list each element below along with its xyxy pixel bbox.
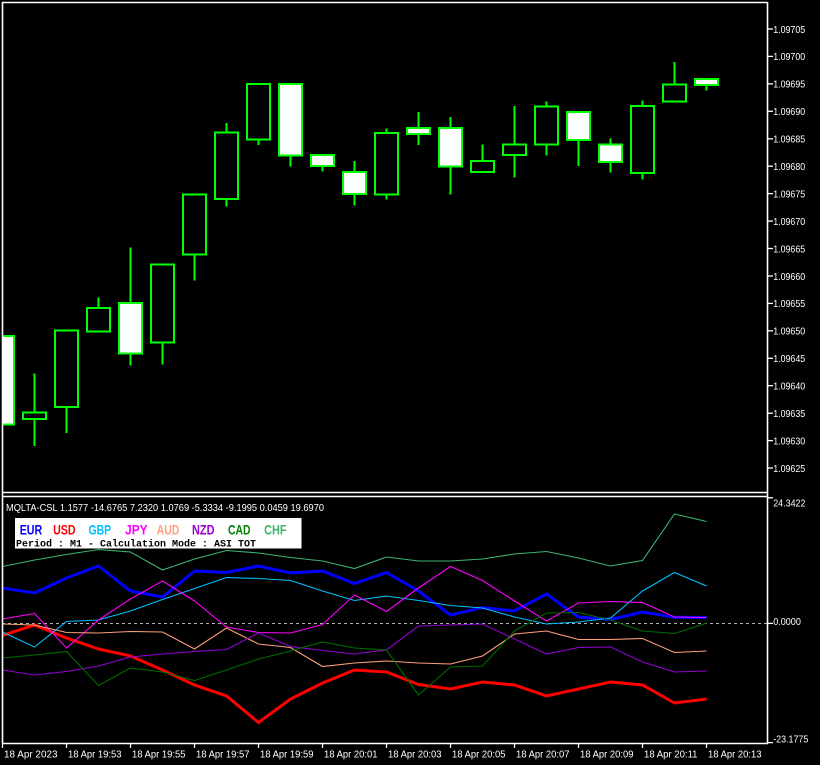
svg-text:NZD: NZD xyxy=(192,522,215,538)
svg-text:1.09660: 1.09660 xyxy=(773,271,805,283)
svg-text:1.09690: 1.09690 xyxy=(773,106,805,118)
svg-text:Period : M1 - Calculation Mode: Period : M1 - Calculation Mode : ASI TOT xyxy=(16,538,256,550)
svg-text:1.09650: 1.09650 xyxy=(773,326,805,338)
svg-text:18 Apr 20:09: 18 Apr 20:09 xyxy=(580,749,634,761)
svg-text:MQLTA-CSL 1.1577 -14.6765 7.23: MQLTA-CSL 1.1577 -14.6765 7.2320 1.0769 … xyxy=(6,502,324,514)
svg-text:-23.1775: -23.1775 xyxy=(773,733,808,745)
svg-text:1.09625: 1.09625 xyxy=(773,463,805,475)
svg-text:18 Apr 20:03: 18 Apr 20:03 xyxy=(388,749,442,761)
svg-text:1.09670: 1.09670 xyxy=(773,216,805,228)
svg-text:18 Apr 20:05: 18 Apr 20:05 xyxy=(452,749,506,761)
svg-text:18 Apr 19:55: 18 Apr 19:55 xyxy=(132,749,186,761)
svg-text:GBP: GBP xyxy=(89,522,112,538)
svg-text:18 Apr 20:11: 18 Apr 20:11 xyxy=(644,749,698,761)
svg-text:24.3422: 24.3422 xyxy=(773,497,805,509)
svg-text:1.09645: 1.09645 xyxy=(773,353,805,365)
svg-text:18 Apr 19:57: 18 Apr 19:57 xyxy=(196,749,250,761)
svg-text:1.09705: 1.09705 xyxy=(773,24,805,36)
svg-text:18 Apr 2023: 18 Apr 2023 xyxy=(4,749,58,761)
svg-text:1.09695: 1.09695 xyxy=(773,79,805,91)
svg-text:CAD: CAD xyxy=(228,522,251,538)
svg-text:1.09640: 1.09640 xyxy=(773,381,805,393)
svg-text:1.09635: 1.09635 xyxy=(773,408,805,420)
svg-text:EUR: EUR xyxy=(20,522,43,538)
svg-text:1.09655: 1.09655 xyxy=(773,298,805,310)
svg-text:CHF: CHF xyxy=(264,522,287,538)
svg-text:AUD: AUD xyxy=(157,522,180,538)
svg-text:18 Apr 20:01: 18 Apr 20:01 xyxy=(324,749,378,761)
svg-text:1.09700: 1.09700 xyxy=(773,51,805,63)
svg-text:1.09680: 1.09680 xyxy=(773,161,805,173)
svg-text:18 Apr 19:53: 18 Apr 19:53 xyxy=(68,749,122,761)
svg-text:1.09665: 1.09665 xyxy=(773,243,805,255)
svg-text:18 Apr 20:07: 18 Apr 20:07 xyxy=(516,749,570,761)
svg-text:JPY: JPY xyxy=(125,522,148,538)
svg-text:1.09685: 1.09685 xyxy=(773,134,805,146)
svg-text:18 Apr 20:13: 18 Apr 20:13 xyxy=(708,749,762,761)
svg-text:0.0000: 0.0000 xyxy=(773,616,801,628)
svg-text:1.09675: 1.09675 xyxy=(773,188,805,200)
svg-text:USD: USD xyxy=(53,522,76,538)
svg-text:18 Apr 19:59: 18 Apr 19:59 xyxy=(260,749,314,761)
svg-text:1.09630: 1.09630 xyxy=(773,435,805,447)
